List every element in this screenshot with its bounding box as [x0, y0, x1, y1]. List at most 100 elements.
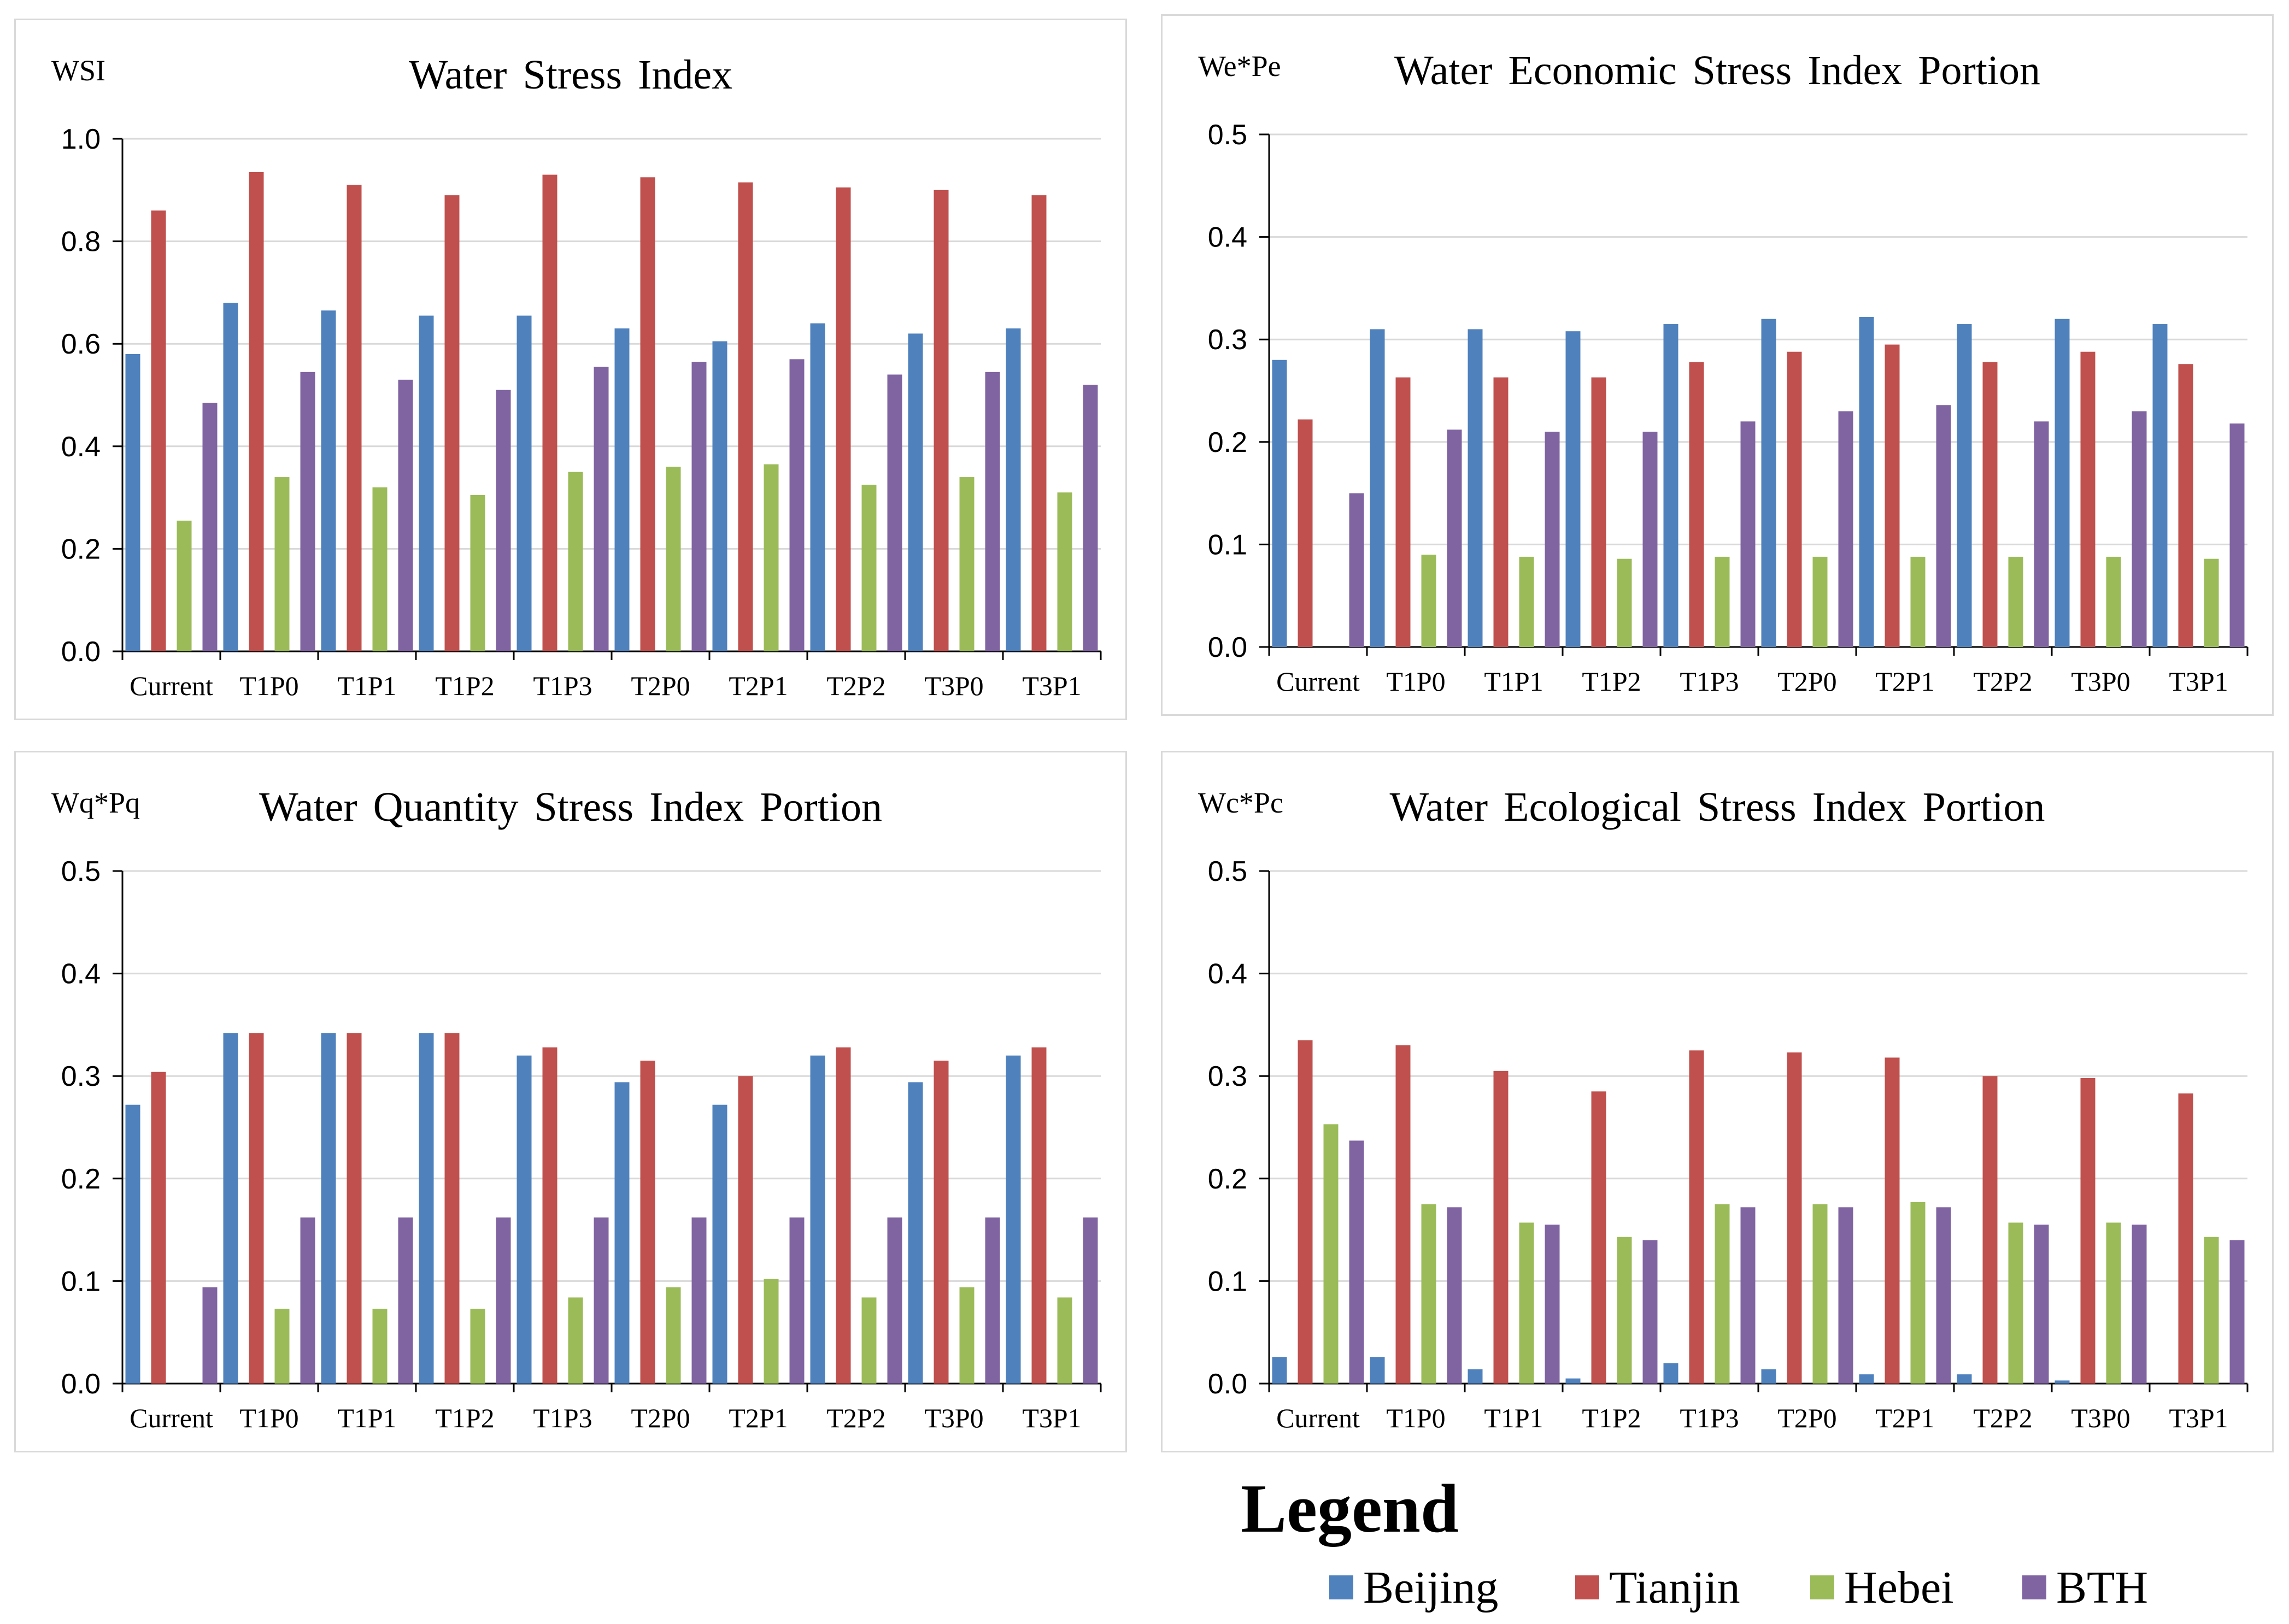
bar-hebei [1519, 556, 1534, 647]
x-tick-label: T1P2 [435, 1403, 494, 1433]
bar-hebei [1812, 556, 1828, 647]
bar-beijing [1663, 324, 1678, 647]
chart-title: Water Economic Stress Index Portion [1394, 48, 2040, 93]
bar-tianjin [1493, 1070, 1509, 1384]
bar-beijing [1859, 1374, 1874, 1384]
bar-hebei [666, 1287, 681, 1384]
y-tick-label: 0.5 [1208, 856, 1247, 887]
bar-bth [887, 374, 902, 651]
bar-beijing [712, 1104, 727, 1384]
bar-tianjin [934, 190, 949, 651]
bar-hebei [666, 467, 681, 651]
bar-tianjin [738, 182, 753, 652]
bar-hebei [372, 487, 388, 651]
y-tick-label: 0.3 [1208, 1061, 1247, 1092]
bar-tianjin [1031, 195, 1047, 651]
x-tick-label: T2P1 [729, 670, 788, 701]
x-tick-label: T1P0 [239, 670, 298, 701]
bar-bth [789, 359, 805, 651]
bar-bth [496, 390, 511, 651]
bar-beijing [1859, 316, 1874, 647]
x-tick-label: T3P0 [2071, 666, 2130, 697]
x-tick-label: T3P1 [2169, 1403, 2228, 1433]
bar-beijing [1006, 328, 1021, 651]
bar-bth [887, 1217, 902, 1384]
bar-tianjin [249, 1033, 264, 1384]
bar-tianjin [542, 1047, 557, 1384]
x-tick-label: T2P1 [1875, 666, 1934, 697]
bar-bth [300, 1217, 315, 1384]
x-tick-label: Current [130, 1403, 213, 1433]
bar-beijing [2055, 1380, 2070, 1384]
bar-hebei [2204, 558, 2219, 647]
bar-hebei [1715, 556, 1730, 647]
bar-bth [496, 1217, 511, 1384]
bar-hebei [470, 495, 485, 651]
bar-beijing [712, 341, 727, 651]
bar-hebei [568, 472, 583, 651]
x-tick-label: T1P2 [1582, 666, 1641, 697]
bar-beijing [1370, 1357, 1385, 1384]
x-tick-label: T2P1 [1875, 1403, 1934, 1433]
y-tick-label: 0.0 [61, 1368, 101, 1400]
bar-bth [1838, 411, 1853, 647]
y-tick-label: 0.6 [61, 328, 101, 360]
bar-beijing [223, 303, 238, 651]
bar-bth [202, 403, 218, 651]
y-tick-label: 0.3 [61, 1061, 101, 1092]
bar-beijing [1957, 324, 1972, 647]
x-tick-label: T2P1 [729, 1403, 788, 1433]
bar-beijing [2152, 324, 2168, 647]
chart-svg-economic: Water Economic Stress Index Portion We*Pe… [1198, 48, 2249, 697]
x-tick-label: T1P3 [533, 670, 592, 701]
bar-bth [1447, 1207, 1462, 1384]
bar-bth [202, 1287, 218, 1384]
y-axis-label: WSI [51, 54, 105, 87]
bar-hebei [274, 477, 290, 651]
chart-title: Water Stress Index [409, 52, 732, 98]
legend-label-tianjin: Tianjin [1609, 1562, 1740, 1613]
x-tick-label: Current [130, 670, 213, 701]
legend-title: Legend [1241, 1471, 1459, 1547]
chart-svg-wsi: Water Stress Index WSI 0.0 0.2 0.4 0.6 0.8 1.0 C… [51, 52, 1102, 701]
x-tick-label: T3P0 [2071, 1403, 2130, 1433]
y-tick-label: 0.0 [61, 636, 101, 668]
bar-beijing [1006, 1055, 1021, 1384]
chart-panel-quantity: Water Quantity Stress Index Portion Wq*Pq… [14, 751, 1127, 1452]
bar-tianjin [151, 1072, 166, 1384]
bar-bth [2229, 1240, 2245, 1384]
bar-tianjin [934, 1061, 949, 1384]
bar-hebei [2008, 556, 2023, 647]
bar-hebei [568, 1297, 583, 1384]
bar-bth [398, 379, 413, 651]
y-axis-label: We*Pe [1198, 50, 1281, 83]
y-tick-label: 0.2 [1208, 427, 1247, 458]
bar-beijing [125, 1104, 140, 1384]
legend-swatch-bth [2022, 1575, 2046, 1599]
bar-beijing [1957, 1374, 1972, 1384]
bar-bth [2034, 1225, 2049, 1384]
bar-tianjin [347, 185, 362, 651]
bar-tianjin [836, 187, 851, 651]
legend-item-hebei: Hebei [1810, 1562, 1954, 1613]
bar-bth [1838, 1207, 1853, 1384]
bar-beijing [614, 1082, 630, 1384]
bar-beijing [1663, 1363, 1678, 1384]
bar-bth [300, 372, 315, 651]
bar-beijing [517, 315, 532, 651]
x-tick-label: T1P1 [1484, 666, 1543, 697]
bar-beijing [419, 1033, 434, 1384]
bar-bth [789, 1217, 805, 1384]
bar-hebei [1323, 1124, 1339, 1384]
bar-beijing [614, 328, 630, 651]
bar-tianjin [2080, 351, 2096, 647]
bar-bth [985, 372, 1000, 651]
bar-hebei [861, 485, 877, 651]
bar-beijing [1565, 1378, 1581, 1384]
bar-tianjin [1298, 419, 1313, 647]
bar-beijing [1761, 1369, 1776, 1384]
bar-hebei [1421, 1204, 1436, 1384]
y-tick-label: 0.1 [1208, 529, 1247, 561]
bar-bth [1936, 1207, 1951, 1384]
bar-hebei [959, 1287, 975, 1384]
